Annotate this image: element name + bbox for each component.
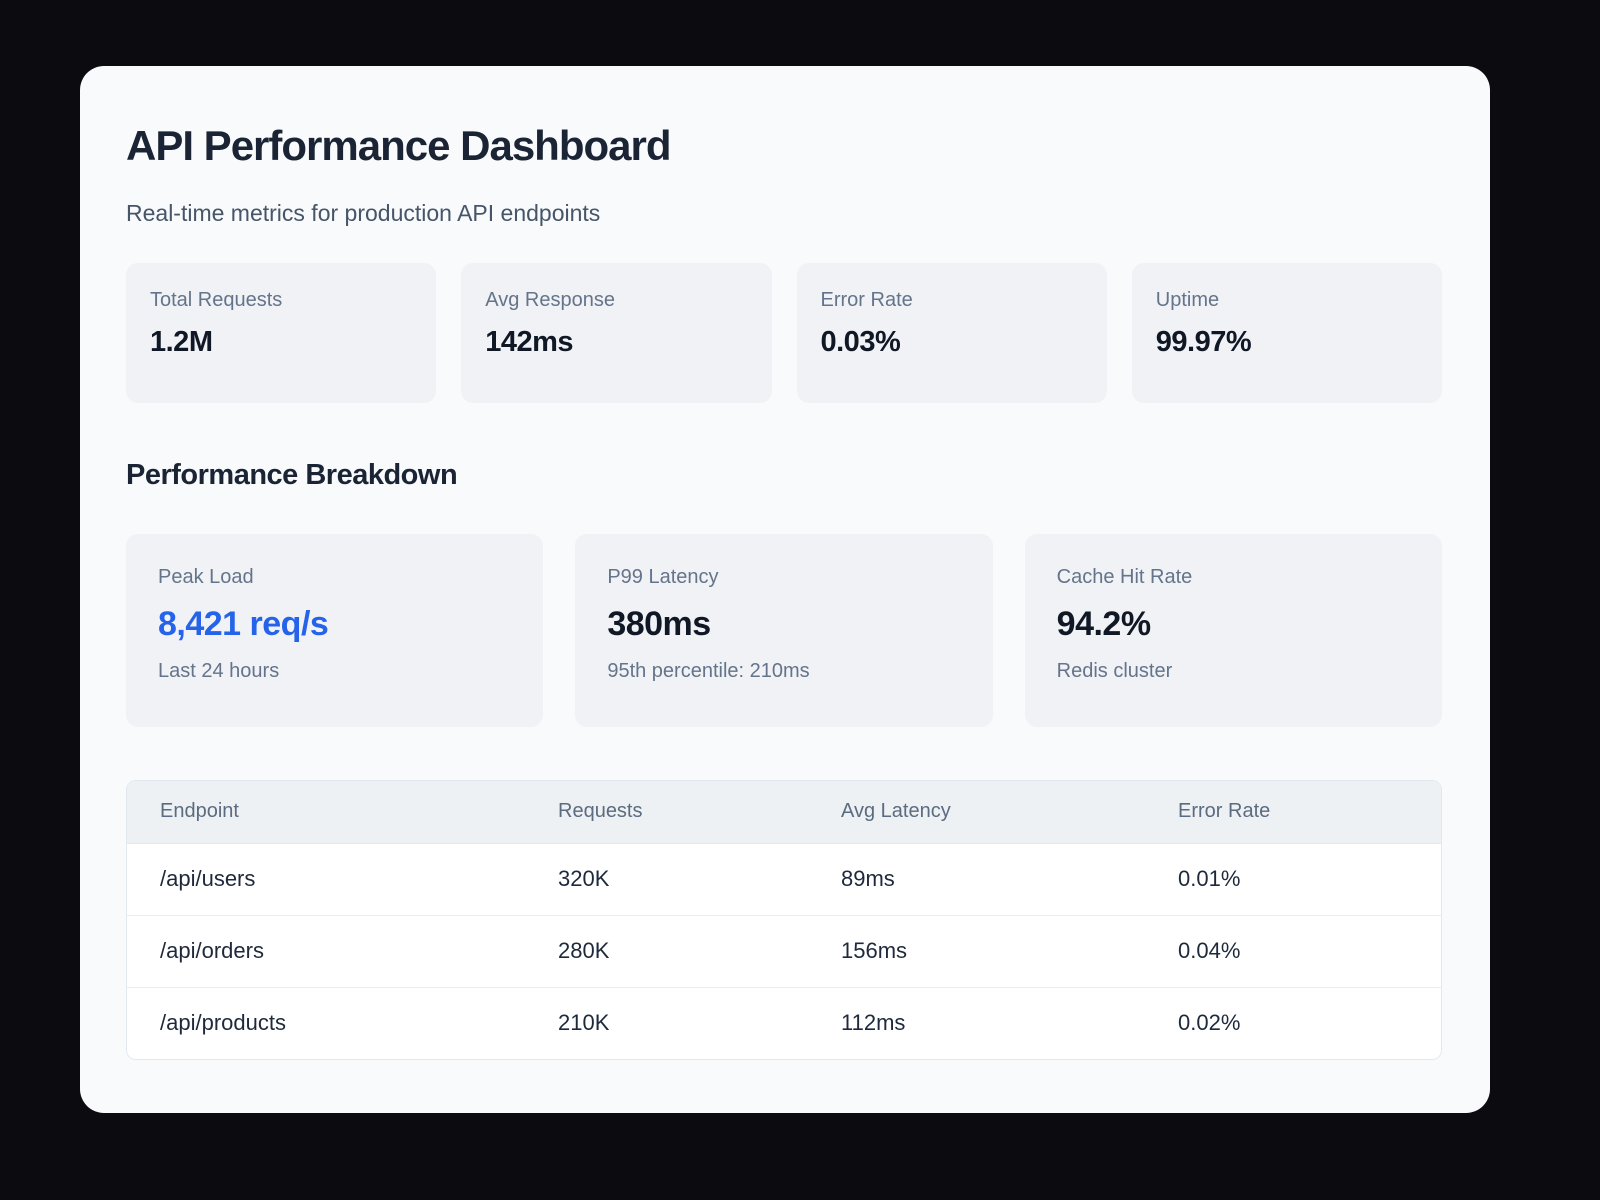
- table-cell-requests: 320K: [525, 843, 808, 915]
- stat-tile-total-requests: Total Requests 1.2M: [126, 263, 437, 403]
- section-heading-performance-breakdown: Performance Breakdown: [126, 459, 458, 491]
- endpoint-table: Endpoint Requests Avg Latency Error Rate…: [126, 780, 1442, 1060]
- page-subtitle: Real-time metrics for production API end…: [126, 200, 601, 226]
- dashboard-card: API Performance Dashboard Real-time metr…: [80, 66, 1490, 1113]
- perf-card-value: 94.2%: [1056, 605, 1151, 643]
- stat-label: Uptime: [1155, 289, 1220, 311]
- perf-card-p99-latency: P99 Latency 380ms 95th percentile: 210ms: [575, 534, 993, 727]
- perf-card-label: Cache Hit Rate: [1056, 566, 1193, 588]
- column-header-endpoint: Endpoint: [127, 781, 525, 844]
- perf-card-subtext: 95th percentile: 210ms: [607, 660, 810, 682]
- table-cell-error-rate: 0.04%: [1145, 914, 1441, 987]
- stat-tile-uptime: Uptime 99.97%: [1131, 263, 1442, 403]
- page-title: API Performance Dashboard: [126, 122, 672, 169]
- perf-card-label: Peak Load: [158, 566, 254, 588]
- perf-card-value: 380ms: [607, 605, 711, 643]
- stats-grid: Total Requests 1.2M Avg Response 142ms E…: [126, 263, 1442, 403]
- table-cell-requests: 210K: [525, 986, 808, 1059]
- table-cell-requests: 280K: [525, 914, 808, 987]
- stat-value: 0.03%: [820, 326, 901, 358]
- table-cell-endpoint: /api/orders: [127, 914, 525, 987]
- performance-breakdown-grid: Peak Load 8,421 req/s Last 24 hours P99 …: [126, 534, 1442, 727]
- table-cell-avg-latency: 89ms: [808, 843, 1145, 915]
- table-row: /api/products 210K 112ms 0.02%: [127, 986, 1441, 1059]
- stat-value: 1.2M: [150, 326, 213, 358]
- table-cell-avg-latency: 112ms: [808, 986, 1145, 1059]
- table-cell-endpoint: /api/users: [127, 843, 525, 915]
- stat-label: Total Requests: [150, 289, 283, 311]
- table-cell-avg-latency: 156ms: [808, 914, 1145, 987]
- stat-label: Error Rate: [820, 289, 913, 311]
- table-cell-error-rate: 0.02%: [1145, 986, 1441, 1059]
- column-header-avg-latency: Avg Latency: [808, 781, 1145, 844]
- perf-card-subtext: Redis cluster: [1056, 660, 1173, 682]
- column-header-requests: Requests: [525, 781, 808, 844]
- perf-card-label: P99 Latency: [607, 566, 719, 588]
- stat-value: 99.97%: [1155, 326, 1252, 358]
- perf-card-subtext: Last 24 hours: [158, 660, 280, 682]
- perf-card-value: 8,421 req/s: [158, 605, 329, 643]
- perf-card-peak-load: Peak Load 8,421 req/s Last 24 hours: [126, 534, 544, 727]
- perf-card-cache-hit-rate: Cache Hit Rate 94.2% Redis cluster: [1024, 534, 1442, 727]
- stat-value: 142ms: [485, 326, 574, 358]
- stat-label: Avg Response: [485, 289, 615, 311]
- table-cell-error-rate: 0.01%: [1145, 843, 1441, 915]
- stat-tile-error-rate: Error Rate 0.03%: [796, 263, 1107, 403]
- table-cell-endpoint: /api/products: [127, 986, 525, 1059]
- table-row: /api/users 320K 89ms 0.01%: [127, 843, 1441, 915]
- table-row: /api/orders 280K 156ms 0.04%: [127, 914, 1441, 987]
- column-header-error-rate: Error Rate: [1145, 781, 1441, 844]
- stat-tile-avg-response: Avg Response 142ms: [461, 263, 772, 403]
- table-header-row: Endpoint Requests Avg Latency Error Rate: [127, 781, 1441, 844]
